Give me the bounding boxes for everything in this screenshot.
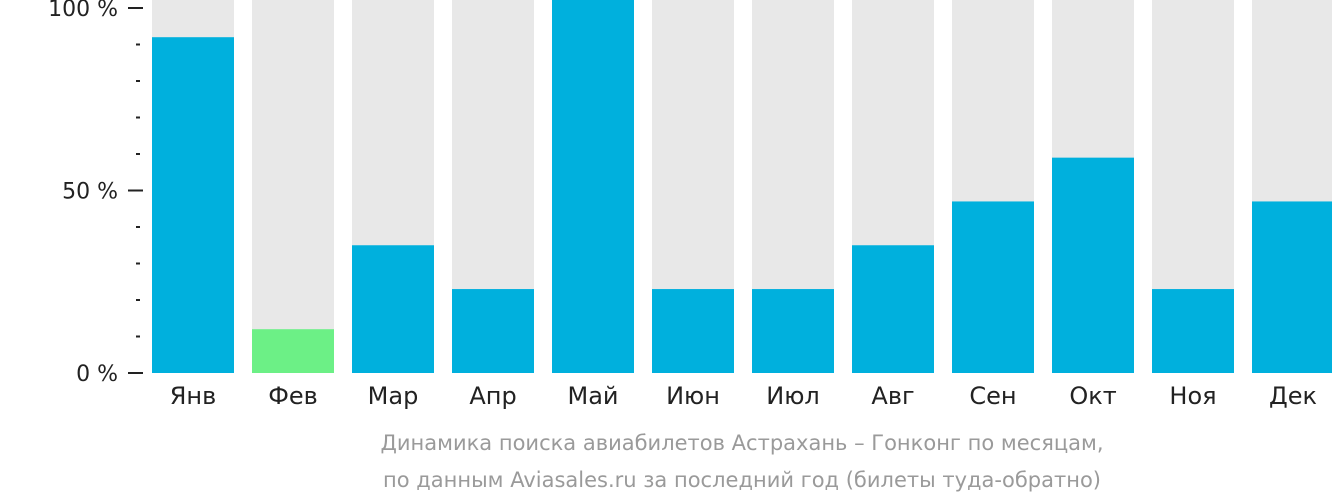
x-tick-label: Дек: [1269, 382, 1317, 410]
x-tick-label: Июн: [666, 382, 720, 410]
chart-caption-line-1: Динамика поиска авиабилетов Астрахань – …: [380, 431, 1104, 455]
x-tick-label: Фев: [268, 382, 318, 410]
bar-background: [252, 0, 334, 373]
bar-8: [852, 245, 934, 373]
x-tick-label: Окт: [1069, 382, 1116, 410]
bar-4: [452, 289, 534, 373]
bar-2: [252, 329, 334, 373]
bar-1: [152, 37, 234, 373]
bar-10: [1052, 157, 1134, 373]
x-tick-label: Сен: [969, 382, 1016, 410]
bar-7: [752, 289, 834, 373]
x-tick-label: Май: [567, 382, 618, 410]
x-tick-label: Янв: [170, 382, 217, 410]
x-tick-label: Авг: [871, 382, 914, 410]
bar-9: [952, 201, 1034, 373]
x-tick-label: Июл: [766, 382, 820, 410]
chart-caption-line-2: по данным Aviasales.ru за последний год …: [383, 468, 1101, 492]
x-tick-label: Апр: [469, 382, 516, 410]
bar-11: [1152, 289, 1234, 373]
x-tick-label: Ноя: [1169, 382, 1216, 410]
bar-5: [552, 0, 634, 373]
bar-12: [1252, 201, 1332, 373]
bar-3: [352, 245, 434, 373]
y-tick-label: 50 %: [62, 180, 118, 205]
x-tick-label: Мар: [368, 382, 419, 410]
y-tick-label: 0 %: [76, 362, 118, 387]
y-tick-label: 100 %: [48, 0, 118, 22]
bar-6: [652, 289, 734, 373]
